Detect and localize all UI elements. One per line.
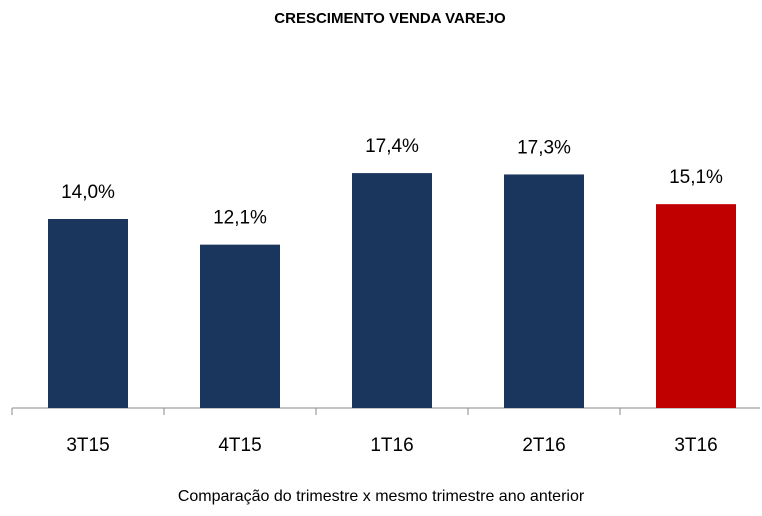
bar (656, 204, 736, 408)
x-tick-label: 3T16 (674, 435, 717, 456)
value-label: 14,0% (61, 182, 115, 203)
x-tick-label: 1T16 (370, 435, 413, 456)
x-tick-label: 2T16 (522, 435, 565, 456)
x-tick-label: 3T15 (66, 435, 109, 456)
value-label: 15,1% (669, 167, 723, 188)
value-label: 12,1% (213, 208, 267, 229)
bar (48, 219, 128, 408)
bar (200, 244, 280, 408)
caption: Comparação do trimestre x mesmo trimestr… (178, 488, 585, 505)
x-tick-label: 4T15 (218, 435, 261, 456)
value-label: 17,4% (365, 136, 419, 157)
bar (504, 174, 584, 408)
chart-title: CRESCIMENTO VENDA VAREJO (274, 10, 506, 27)
bar (352, 173, 432, 408)
value-label: 17,3% (517, 137, 571, 158)
